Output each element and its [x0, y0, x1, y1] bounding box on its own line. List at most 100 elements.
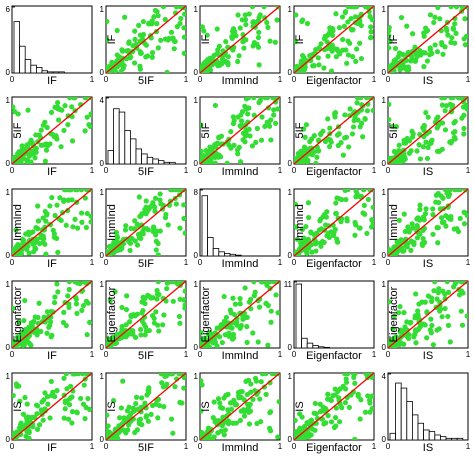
scatter-point [353, 58, 359, 64]
scatter-point [246, 299, 253, 305]
scatter-point [362, 116, 368, 122]
scatter-point [299, 53, 306, 59]
scatter-point [461, 209, 467, 215]
scatter-point [43, 251, 49, 256]
scatter-point [177, 399, 183, 405]
scatter-point [258, 418, 264, 425]
scatter-point [72, 216, 78, 222]
scatter-point [406, 228, 412, 234]
scatter-point [266, 123, 273, 129]
scatter-point [57, 195, 63, 201]
scatter-point [445, 313, 451, 320]
y-axis-label: IS [200, 401, 212, 411]
x-axis-label: ImmInd [222, 166, 259, 178]
scatter-point [429, 298, 435, 305]
scatter-point [430, 206, 436, 212]
scatter-point [153, 232, 159, 238]
x-tick-label: 0 [198, 350, 203, 359]
panel-IS-vs-ImmInd: 1 0 IS 0 1 ImmInd [194, 372, 283, 454]
scatter-point [301, 69, 307, 73]
scatter-point [410, 225, 416, 231]
hist-bar [52, 71, 60, 73]
scatter-point [350, 124, 357, 130]
panel-5IF-vs-IF: 1 0 5IF 0 1 IF [6, 96, 95, 178]
scatter-point [394, 239, 400, 246]
scatter-point [106, 64, 111, 70]
y-axis-label: 5IF [200, 122, 212, 138]
scatter-point [78, 210, 85, 216]
scatter-point [48, 308, 54, 315]
scatter-point [136, 22, 142, 28]
x-tick-label: 1 [372, 442, 377, 451]
scatter-point [259, 114, 265, 120]
scatter-point [153, 238, 159, 244]
scatter-point [463, 102, 468, 108]
scatter-point [34, 332, 40, 338]
scatter-point [148, 411, 154, 417]
scatter-point [200, 24, 205, 30]
scatter-point [325, 53, 331, 59]
scatter-point [170, 430, 176, 436]
x-axis-label: IS [423, 166, 433, 178]
scatter-point [128, 225, 134, 232]
scatter-point [325, 230, 332, 236]
scatter-point [436, 199, 442, 206]
scatter-point [309, 249, 315, 255]
scatter-point [210, 415, 216, 421]
x-axis-label: 5IF [138, 350, 154, 362]
scatter-point [83, 298, 90, 304]
x-tick-label: 1 [466, 350, 471, 359]
scatter-point [369, 393, 374, 399]
fit-line [106, 281, 186, 348]
scatter-point [345, 19, 351, 25]
scatter-point [15, 111, 21, 117]
scatter-point [181, 215, 186, 222]
scatter-point [258, 379, 264, 385]
scatter-point [303, 122, 310, 128]
y-tick-label: 1 [100, 372, 105, 381]
scatter-point [350, 27, 356, 33]
scatter-point [87, 123, 92, 130]
scatter-point [429, 137, 435, 143]
scatter-point [395, 149, 401, 155]
scatter-point [434, 125, 440, 131]
scatter-point [81, 382, 87, 388]
scatter-point [336, 25, 343, 31]
scatter-point [146, 389, 152, 396]
scatter-point [238, 112, 244, 118]
scatter-point [244, 339, 250, 346]
y-tick-label: 1 [288, 372, 293, 381]
scatter-point [326, 234, 332, 241]
scatter-point [67, 402, 73, 408]
scatter-point [315, 55, 321, 61]
scatter-point [220, 414, 226, 420]
scatter-point [355, 393, 361, 399]
scatter-point [12, 305, 16, 311]
scatter-point [84, 114, 90, 120]
plot-area [106, 6, 186, 73]
y-axis-label: IF [388, 34, 400, 44]
scatter-point [82, 128, 88, 134]
scatter-point [459, 288, 465, 294]
scatter-point [305, 245, 311, 251]
x-tick-label: 1 [278, 258, 283, 267]
scatter-point [112, 289, 118, 295]
scatter-point [144, 225, 150, 232]
x-axis-label: ImmInd [222, 75, 259, 87]
scatter-point [302, 64, 308, 70]
scatter-point [388, 38, 393, 44]
scatter-point [273, 99, 279, 105]
scatter-point [214, 325, 220, 331]
scatter-point [243, 106, 249, 112]
scatter-point [26, 232, 32, 238]
scatter-point [419, 241, 425, 247]
scatter-point [241, 408, 247, 415]
x-axis-label: IF [47, 350, 57, 362]
scatter-point [455, 97, 461, 101]
scatter-point [367, 400, 373, 406]
scatter-point [61, 375, 67, 381]
hist-bar [24, 59, 32, 73]
y-tick-label: 1 [194, 280, 199, 289]
scatter-point [442, 127, 449, 133]
